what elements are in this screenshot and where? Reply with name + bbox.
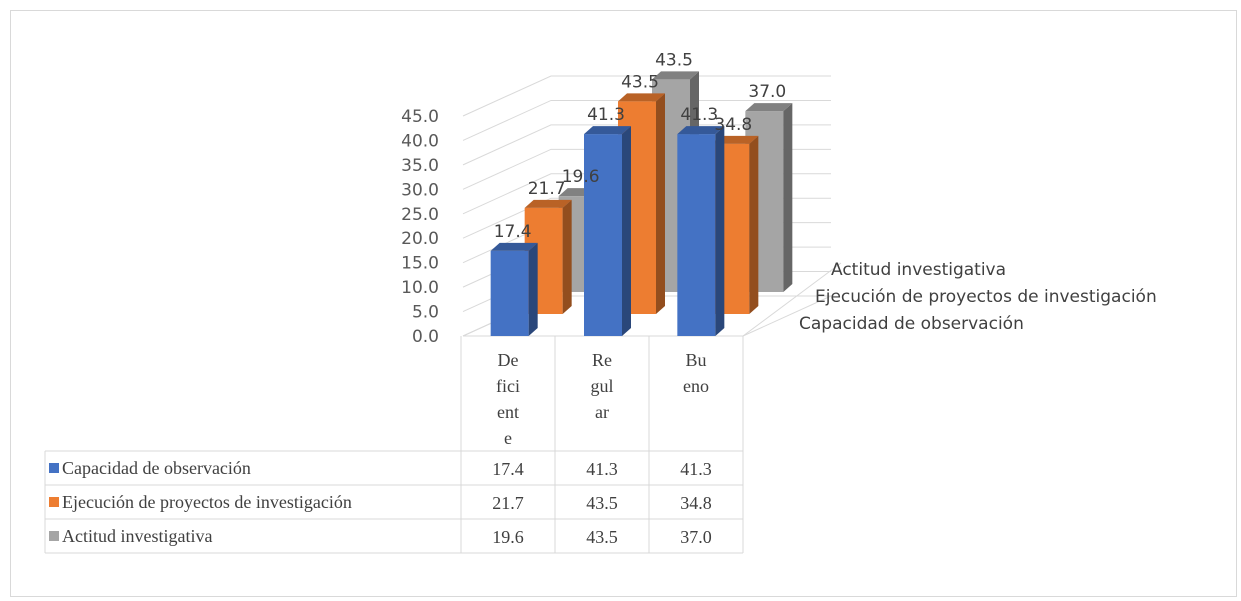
- bar-top: [584, 126, 631, 135]
- category-label: De: [498, 350, 519, 370]
- chart-svg: 19.6 43.5 37.0 21.7 43.5 34.8 17.4 41.3 41.3 0.0…: [44, 50, 1157, 554]
- y-tick-label: 15.0: [401, 254, 439, 274]
- table-cell: 17.4: [492, 459, 524, 479]
- bar-front: [584, 134, 622, 336]
- category-label: ar: [595, 402, 609, 422]
- y-tick-label: 10.0: [401, 278, 439, 298]
- bar-top: [745, 103, 793, 112]
- y-tick-label: 0.0: [412, 327, 439, 347]
- bar-side: [715, 126, 725, 336]
- bar-group: [490, 242, 538, 336]
- chart-frame: 19.6 43.5 37.0 21.7 43.5 34.8 17.4 41.3 41.3 0.0…: [10, 10, 1237, 597]
- y-tick-label: 25.0: [401, 205, 439, 225]
- bar-top: [677, 126, 725, 135]
- bar-front: [677, 134, 716, 336]
- table-cell: 41.3: [586, 459, 618, 479]
- legend-key: [49, 463, 59, 473]
- category-label: eno: [683, 376, 709, 396]
- table-cell: 37.0: [680, 527, 712, 547]
- category-label: Re: [592, 350, 612, 370]
- legend-key: [49, 531, 59, 541]
- legend-key: [49, 497, 59, 507]
- table-cell: 43.5: [586, 527, 618, 547]
- bar-side: [562, 199, 572, 314]
- y-tick-label: 20.0: [401, 229, 439, 249]
- category-label: e: [504, 428, 512, 448]
- table-series-name: Actitud investigativa: [62, 526, 212, 546]
- bar-side: [783, 103, 793, 292]
- bar-group: [677, 126, 725, 336]
- bar-top: [652, 71, 699, 80]
- y-tick-label: 5.0: [412, 303, 439, 323]
- data-label: 17.4: [494, 222, 532, 242]
- depth-axis-label: Capacidad de observación: [799, 314, 1024, 334]
- data-label: 41.3: [587, 105, 625, 125]
- table-cell: 43.5: [586, 493, 618, 513]
- category-label: fici: [496, 376, 520, 396]
- data-label: 19.6: [562, 167, 600, 187]
- data-label: 41.3: [680, 105, 718, 125]
- bar-front: [490, 250, 529, 336]
- gridline: [462, 99, 831, 141]
- bar-top: [618, 93, 665, 102]
- data-label: 21.7: [528, 179, 566, 199]
- table-cell: 34.8: [680, 493, 712, 513]
- category-label: ent: [497, 402, 519, 422]
- depth-axis-label: Actitud investigativa: [831, 260, 1006, 280]
- bar-side: [528, 242, 538, 336]
- table-cell: 41.3: [680, 459, 712, 479]
- category-label: gul: [590, 376, 613, 396]
- depth-axis-line: [742, 262, 842, 337]
- y-tick-label: 35.0: [401, 156, 439, 176]
- y-tick-label: 30.0: [401, 180, 439, 200]
- data-label: 43.5: [655, 50, 693, 70]
- data-label: 43.5: [621, 72, 659, 92]
- data-label: 34.8: [714, 115, 752, 135]
- data-label: 37.0: [748, 82, 786, 102]
- bar-group: [584, 126, 631, 336]
- table-series-name: Ejecución de proyectos de investigación: [62, 492, 352, 512]
- y-tick-label: 40.0: [401, 131, 439, 151]
- bar-side: [656, 93, 665, 314]
- table-cell: 21.7: [492, 493, 524, 513]
- category-label: Bu: [685, 350, 706, 370]
- bar-side: [749, 135, 759, 314]
- bar-side: [622, 126, 631, 336]
- bar-top: [524, 199, 572, 208]
- depth-axis-label: Ejecución de proyectos de investigación: [815, 287, 1157, 307]
- table-series-name: Capacidad de observación: [62, 458, 251, 478]
- gridline: [462, 75, 831, 117]
- table-cell: 19.6: [492, 527, 524, 547]
- y-tick-label: 45.0: [401, 107, 439, 127]
- gridline: [462, 124, 831, 166]
- bar-top: [490, 242, 538, 251]
